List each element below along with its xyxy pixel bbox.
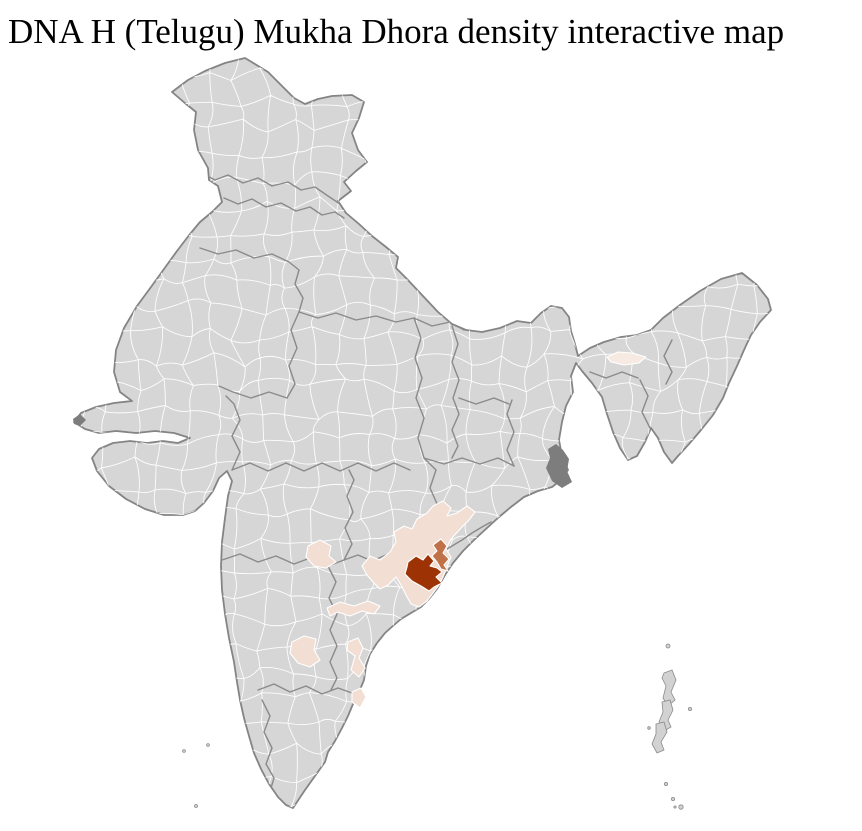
state-border-line — [423, 457, 515, 467]
delta-dark-region[interactable] — [546, 444, 572, 488]
west-tip-dark-region[interactable] — [73, 414, 86, 426]
state-border-line — [257, 683, 353, 695]
state-border-line — [225, 395, 241, 471]
highlighted-districts — [289, 351, 647, 709]
andaman-island[interactable] — [665, 643, 671, 649]
state-border-line — [327, 565, 338, 691]
state-border-line — [506, 399, 515, 467]
state-border-line — [223, 197, 345, 219]
state-border-line — [458, 397, 510, 405]
state-boundaries — [199, 171, 673, 789]
low-density-district-2[interactable] — [305, 539, 337, 569]
low-density-district-6[interactable] — [351, 687, 367, 709]
state-border-line — [231, 462, 411, 472]
state-border-line — [441, 521, 492, 553]
andaman-island[interactable] — [647, 726, 651, 730]
state-border-line — [663, 339, 673, 385]
state-border-line — [343, 469, 355, 561]
state-border-line — [261, 699, 275, 789]
state-border-line — [286, 311, 300, 399]
lakshadweep-island[interactable] — [206, 743, 210, 747]
state-border-line — [298, 311, 465, 331]
lakshadweep-island[interactable] — [182, 749, 186, 753]
nicobar-island[interactable] — [673, 805, 677, 809]
islands[interactable] — [182, 643, 693, 810]
state-border-line — [199, 171, 341, 205]
andaman-island[interactable] — [661, 669, 677, 707]
low-density-district-3[interactable] — [326, 600, 381, 617]
andaman-island[interactable] — [651, 721, 668, 754]
high-density-district[interactable] — [404, 553, 443, 592]
state-border-line — [218, 385, 288, 399]
state-border-line — [639, 379, 651, 429]
low-density-district-4[interactable] — [289, 635, 321, 668]
lakshadweep-island[interactable] — [194, 804, 198, 808]
coastal-low-density-belt[interactable] — [361, 500, 476, 608]
nicobar-island[interactable] — [678, 804, 684, 810]
andaman-island[interactable] — [664, 782, 669, 787]
state-border-line — [589, 371, 639, 379]
state-border-line — [199, 247, 304, 313]
nicobar-island[interactable] — [671, 797, 676, 802]
very-low-density-district-7[interactable] — [606, 351, 647, 366]
andaman-island[interactable] — [688, 707, 693, 712]
medium-density-district[interactable] — [431, 538, 450, 572]
low-density-district-5[interactable] — [346, 637, 366, 678]
state-border-line — [451, 325, 460, 459]
page-title: DNA H (Telugu) Mukha Dhora density inter… — [8, 12, 785, 51]
